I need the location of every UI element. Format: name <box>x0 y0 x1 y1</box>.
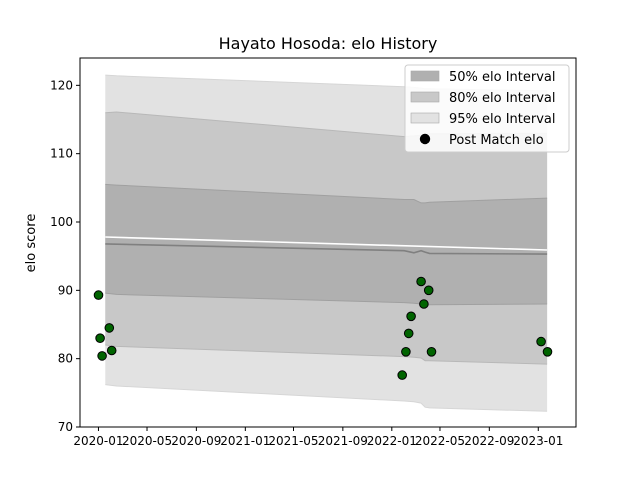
y-tick-label: 110 <box>50 147 73 161</box>
post-match-point <box>104 323 115 333</box>
x-tick-label: 2023-01 <box>513 434 563 448</box>
post-match-point <box>406 311 416 322</box>
x-tick-label: 2022-05 <box>415 434 465 448</box>
y-tick-label: 100 <box>50 215 73 229</box>
post-match-point <box>93 290 104 300</box>
x-tick-label: 2021-01 <box>220 434 270 448</box>
legend-swatch <box>410 91 440 103</box>
band-p95-lower-edge <box>105 384 548 412</box>
y-tick-label: 120 <box>50 78 73 92</box>
x-tick-label: 2020-01 <box>73 434 123 448</box>
post-match-point <box>95 333 105 344</box>
post-match-point <box>419 299 429 309</box>
plot-frame <box>79 57 577 428</box>
x-tick-label: 2022-09 <box>464 434 514 448</box>
post-match-point <box>423 285 434 296</box>
band-p50-lower-edge <box>105 292 548 306</box>
legend: 50% elo Interval 80% elo Interval 95% elo … <box>404 64 570 153</box>
y-tick-label: 90 <box>58 283 73 297</box>
x-tick-label: 2020-05 <box>122 434 172 448</box>
y-tick-label: 70 <box>58 420 73 434</box>
post-match-point <box>401 347 411 357</box>
legend-label: Post Match elo <box>449 133 544 148</box>
post-match-point <box>106 345 117 356</box>
post-match-point <box>536 336 546 347</box>
post-match-point <box>403 328 414 339</box>
y-axis-label: elo score <box>24 214 39 273</box>
legend-label: 80% elo Interval <box>449 91 556 106</box>
band-p50 <box>105 184 548 305</box>
chart-title: Hayato Hosoda: elo History <box>219 34 438 53</box>
post-match-point <box>416 276 426 287</box>
band-p50-upper-edge <box>105 183 548 204</box>
series-line-0 <box>105 243 548 255</box>
plot-area <box>93 74 553 412</box>
legend-swatch <box>410 112 440 124</box>
legend-box <box>404 64 570 153</box>
legend-label: 95% elo Interval <box>449 112 556 127</box>
band-p80-lower-edge <box>105 344 548 365</box>
post-match-point <box>97 351 107 361</box>
post-match-point <box>397 370 408 380</box>
legend-marker <box>419 133 431 145</box>
x-tick-label: 2020-09 <box>171 434 221 448</box>
series-line-1 <box>105 236 548 251</box>
x-tick-label: 2021-09 <box>318 434 368 448</box>
x-tick-label: 2022-01 <box>367 434 417 448</box>
legend-label: 50% elo Interval <box>449 70 556 85</box>
x-tick-label: 2021-05 <box>268 434 318 448</box>
legend-swatch <box>410 70 440 82</box>
y-tick-label: 80 <box>58 352 73 366</box>
post-match-point <box>542 347 553 357</box>
post-match-point <box>426 347 437 357</box>
